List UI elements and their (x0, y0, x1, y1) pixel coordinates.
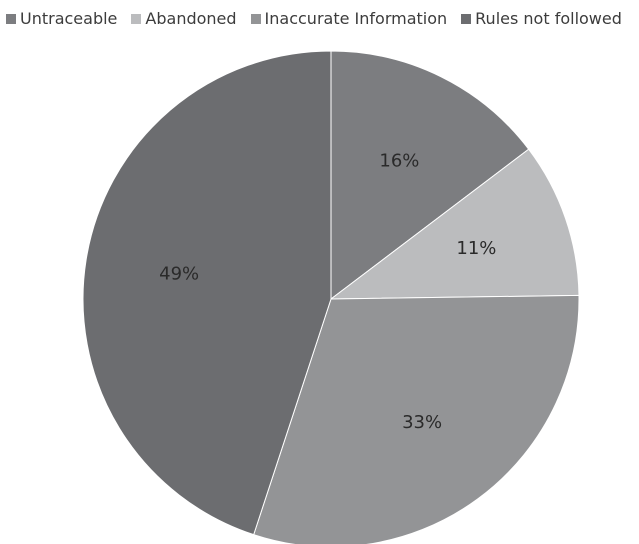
legend-swatch-rules-not-followed (461, 13, 472, 24)
legend-label-rules-not-followed: Rules not followed (475, 9, 622, 28)
pie-slice-inaccurate-information (253, 294, 580, 544)
legend: Untraceable Abandoned Inaccurate Informa… (6, 9, 622, 28)
legend-item-untraceable: Untraceable (6, 9, 117, 28)
data-label-abandoned: 11% (456, 238, 496, 259)
legend-item-rules-not-followed: Rules not followed (461, 9, 622, 28)
legend-item-inaccurate-information: Inaccurate Information (250, 9, 448, 28)
data-label-rules-not-followed: 49% (159, 264, 199, 285)
legend-swatch-abandoned (131, 13, 142, 24)
legend-label-abandoned: Abandoned (145, 9, 237, 28)
pie-slice-rules-not-followed (82, 50, 332, 536)
pie-slice-abandoned (329, 148, 580, 300)
legend-item-abandoned: Abandoned (131, 9, 237, 28)
legend-label-inaccurate-information: Inaccurate Information (264, 9, 448, 28)
legend-label-untraceable: Untraceable (20, 9, 118, 28)
data-label-inaccurate-information: 33% (402, 412, 442, 433)
pie-slice-untraceable (330, 50, 530, 301)
legend-swatch-inaccurate-information (250, 13, 261, 24)
data-label-untraceable: 16% (379, 150, 419, 171)
legend-swatch-untraceable (6, 13, 16, 24)
